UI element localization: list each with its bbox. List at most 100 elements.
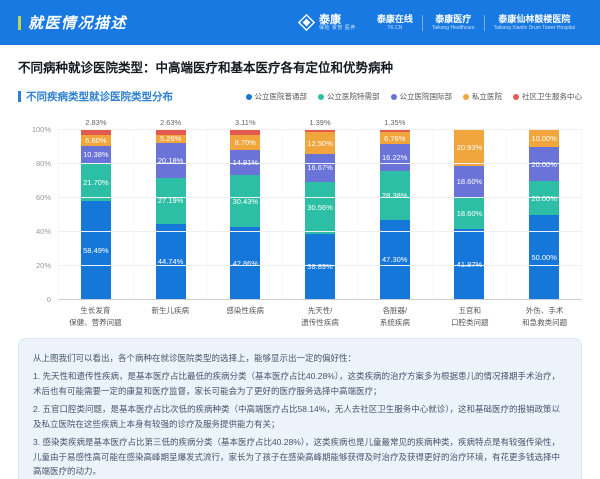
gridline bbox=[58, 129, 582, 130]
bar-segment bbox=[80, 130, 111, 135]
bar-segment: 44.74% bbox=[155, 223, 186, 300]
page-title: 就医情况描述 bbox=[28, 15, 128, 32]
stacked-bar: 50.00% 20.00% 20.00% 10.00% bbox=[529, 130, 560, 300]
bar-segment bbox=[155, 130, 186, 135]
bar-top-value-label: 2.63% bbox=[159, 118, 182, 127]
legend-dot bbox=[513, 93, 519, 100]
bar-column: 2.83% 58.49% 21.70% 10.38% 6.60% bbox=[58, 118, 134, 300]
bar-column: 1.35% 47.30% 28.38% 16.22% 6.76% bbox=[358, 118, 433, 300]
legend-item: 社区卫生服务中心 bbox=[513, 91, 582, 102]
y-axis-tick: 0 bbox=[46, 295, 51, 304]
bar-segment: 21.70% bbox=[80, 163, 111, 201]
header-title: 就医情况描述 bbox=[18, 12, 127, 33]
brand-name: 泰康 bbox=[319, 13, 342, 26]
chart-header: 不同疾病类型就诊医院类型分布 公立医院普通部 公立医院特需部 公立医院国际部 私立医院… bbox=[18, 89, 582, 104]
segment-value-label: 21.70% bbox=[83, 177, 109, 187]
segment-value-label: 41.87% bbox=[457, 260, 482, 269]
segment-value-label: 8.70% bbox=[234, 138, 256, 148]
y-axis-tick: 60% bbox=[35, 193, 51, 202]
taikang-logo: 泰康 保险 资管 医养 bbox=[298, 14, 356, 32]
stacked-bar: 41.87% 18.60% 18.60% 20.93% bbox=[454, 130, 485, 300]
bar-segment: 27.19% bbox=[155, 177, 186, 224]
note-item-2: 2. 五官口腔类问题，是基本医疗占比次低的疾病种类（中高端医疗占比58.14%，… bbox=[33, 403, 561, 429]
findings-note-card: 从上图我们可以看出，各个病种在就诊医院类型的选择上，能够显示出一定的偏好性： 1… bbox=[18, 338, 582, 479]
x-axis-category-label: 先天性/ 遗传性疾病 bbox=[301, 306, 339, 327]
bar-segment: 6.60% bbox=[80, 134, 111, 147]
bar-segment: 47.30% bbox=[379, 219, 410, 300]
x-axis-category-label: 生长发育 保健、营养问题 bbox=[69, 306, 122, 327]
x-axis-labels: 生长发育 保健、营养问题 新生儿疾病 感染性疾病 先天性/ 遗传性疾病 各脏器/ 系统疾… bbox=[58, 305, 582, 328]
legend-dot bbox=[318, 93, 324, 100]
stacked-bar: 38.89% 30.56% 16.67% 12.50% bbox=[305, 130, 336, 300]
bar-segment: 30.56% bbox=[305, 181, 336, 234]
legend-dot bbox=[390, 93, 397, 100]
stacked-bar: 58.49% 21.70% 10.38% 6.60% bbox=[80, 130, 111, 300]
legend-item: 公立医院特需部 bbox=[318, 91, 380, 102]
legend-dot bbox=[245, 93, 252, 100]
plot-columns: 2.83% 58.49% 21.70% 10.38% 6.60% 2.63% 44.74% 2… bbox=[58, 118, 582, 300]
gridline bbox=[58, 265, 582, 266]
y-axis-tick: 40% bbox=[35, 227, 51, 236]
brand-bar: 泰康 保险 资管 医养 泰康在线 TK.CN 泰康医疗 Taikang Heal… bbox=[298, 14, 584, 32]
section-title: 不同病种就诊医院类型：中高端医疗和基本医疗各有定位和优势病种 bbox=[18, 61, 394, 75]
chart-legend: 公立医院普通部 公立医院特需部 公立医院国际部 私立医院 社区卫生服务中心 bbox=[235, 91, 582, 102]
segment-value-label: 20.93% bbox=[456, 143, 483, 153]
bar-segment: 18.60% bbox=[454, 197, 485, 229]
bar-segment bbox=[230, 130, 261, 136]
segment-value-label: 27.19% bbox=[157, 196, 184, 206]
brand-item-tk-hospital: 泰康仙林鼓楼医院 Taikang Xianlin Drum Tower Hosp… bbox=[493, 14, 575, 31]
segment-value-label: 28.38% bbox=[382, 190, 408, 200]
stacked-bar: 47.30% 28.38% 16.22% 6.76% bbox=[379, 130, 410, 300]
bar-segment: 18.60% bbox=[454, 165, 485, 198]
bar-segment: 42.86% bbox=[230, 227, 261, 300]
segment-value-label: 47.30% bbox=[382, 255, 408, 265]
stacked-bar: 44.74% 27.19% 20.18% 5.26% bbox=[155, 130, 186, 300]
bar-segment: 20.93% bbox=[454, 130, 485, 166]
segment-value-label: 20.00% bbox=[531, 159, 557, 169]
brand-item-tk-healthcare: 泰康医疗 Taikang Healthcare bbox=[431, 14, 475, 31]
x-axis-category-label: 新生儿疾病 bbox=[151, 306, 190, 315]
chart-title-accent-bar bbox=[18, 91, 21, 102]
legend-item: 公立医院普通部 bbox=[245, 91, 307, 102]
bar-segment: 30.43% bbox=[230, 175, 261, 228]
plot-area: 2.83% 58.49% 21.70% 10.38% 6.60% 2.63% 44.74% 2… bbox=[32, 118, 582, 304]
segment-value-label: 16.22% bbox=[382, 153, 408, 163]
bar-segment: 20.18% bbox=[155, 143, 186, 178]
y-axis-tick: 80% bbox=[35, 159, 51, 168]
bar-segment bbox=[379, 130, 410, 133]
segment-value-label: 58.49% bbox=[83, 245, 109, 255]
legend-label: 公立医院特需部 bbox=[327, 92, 380, 101]
bar-segment: 38.89% bbox=[305, 233, 336, 300]
segment-value-label: 30.43% bbox=[232, 196, 259, 206]
stacked-bar-chart: 2.83% 58.49% 21.70% 10.38% 6.60% 2.63% 44.74% 2… bbox=[18, 118, 582, 328]
bar-column: 2.63% 44.74% 27.19% 20.18% 5.26% bbox=[134, 118, 209, 300]
legend-label: 社区卫生服务中心 bbox=[522, 92, 582, 101]
brand-tagline: 保险 资管 医养 bbox=[319, 24, 356, 31]
bar-segment: 20.00% bbox=[529, 147, 560, 181]
y-axis-tick: 100% bbox=[31, 125, 51, 134]
stacked-bar: 42.86% 30.43% 14.91% 8.70% bbox=[230, 130, 261, 300]
segment-value-label: 20.00% bbox=[531, 193, 557, 203]
segment-value-label: 20.18% bbox=[157, 156, 184, 166]
segment-value-label: 6.76% bbox=[384, 133, 406, 143]
x-axis-category-label: 外伤、手术 和急救类问题 bbox=[522, 306, 568, 327]
segment-value-label: 10.00% bbox=[531, 134, 557, 143]
legend-label: 私立医院 bbox=[472, 92, 502, 101]
legend-label: 公立医院国际部 bbox=[399, 92, 453, 101]
bar-segment: 8.70% bbox=[230, 135, 261, 151]
bar-segment: 16.22% bbox=[379, 143, 410, 172]
bar-segment: 5.26% bbox=[155, 134, 186, 143]
segment-value-label: 42.86% bbox=[232, 259, 259, 269]
x-axis-category-label: 五官和 口腔类问题 bbox=[450, 306, 489, 327]
gridline bbox=[58, 299, 582, 300]
bar-column: 41.87% 18.60% 18.60% 20.93% bbox=[433, 130, 508, 300]
segment-value-label: 38.89% bbox=[307, 262, 333, 272]
x-axis-category-label: 各脏器/ 系统疾病 bbox=[379, 306, 410, 327]
bar-segment: 16.67% bbox=[305, 153, 336, 182]
segment-value-label: 10.38% bbox=[83, 150, 109, 160]
segment-value-label: 50.00% bbox=[531, 253, 557, 262]
gridline bbox=[58, 163, 582, 164]
bar-segment: 6.76% bbox=[379, 132, 410, 144]
note-intro: 从上图我们可以看出，各个病种在就诊医院类型的选择上，能够显示出一定的偏好性： bbox=[33, 353, 357, 364]
note-item-3: 3. 感染类疾病是基本医疗占比第三低的疾病分类（基本医疗占比40.28%），这类… bbox=[33, 436, 561, 477]
